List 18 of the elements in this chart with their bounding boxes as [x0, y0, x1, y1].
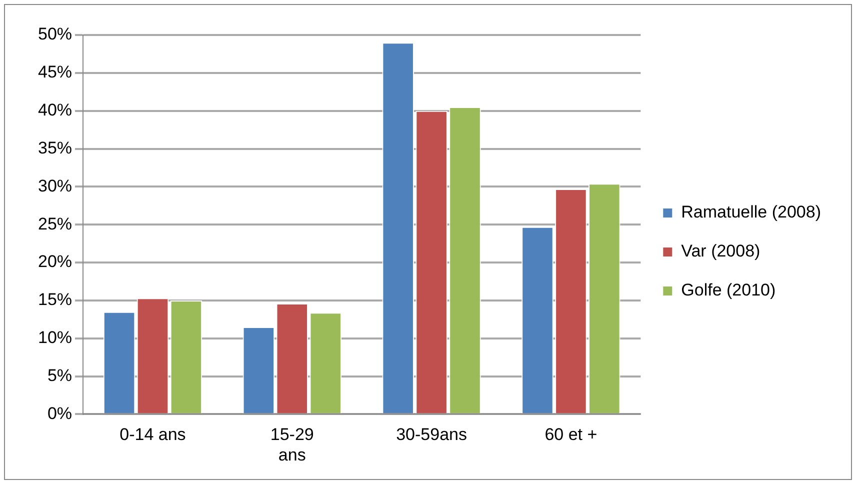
y-tick-label: 0%: [47, 404, 72, 423]
y-tick-label: 10%: [38, 328, 72, 348]
y-tick-label: 5%: [47, 366, 72, 385]
y-tick-label: 40%: [38, 100, 72, 120]
x-tick-label: 30-59ans: [396, 425, 467, 444]
y-tick-label: 50%: [38, 24, 72, 44]
x-tick-label: 60 et +: [544, 425, 598, 444]
legend-label: Golfe (2010): [681, 280, 776, 300]
legend-label: Var (2008): [681, 242, 760, 261]
y-tick-label: 45%: [38, 62, 72, 82]
y-tick-label: 35%: [38, 138, 72, 158]
y-tick-label: 30%: [38, 176, 72, 196]
y-tick-label: 15%: [38, 290, 72, 310]
legend-label: Ramatuelle (2008): [681, 202, 822, 222]
y-tick-label: 20%: [38, 252, 72, 272]
x-tick-label: 0-14 ans: [120, 425, 186, 444]
y-tick-label: 25%: [38, 214, 72, 234]
x-tick-label: 15-29 ans: [270, 425, 314, 464]
